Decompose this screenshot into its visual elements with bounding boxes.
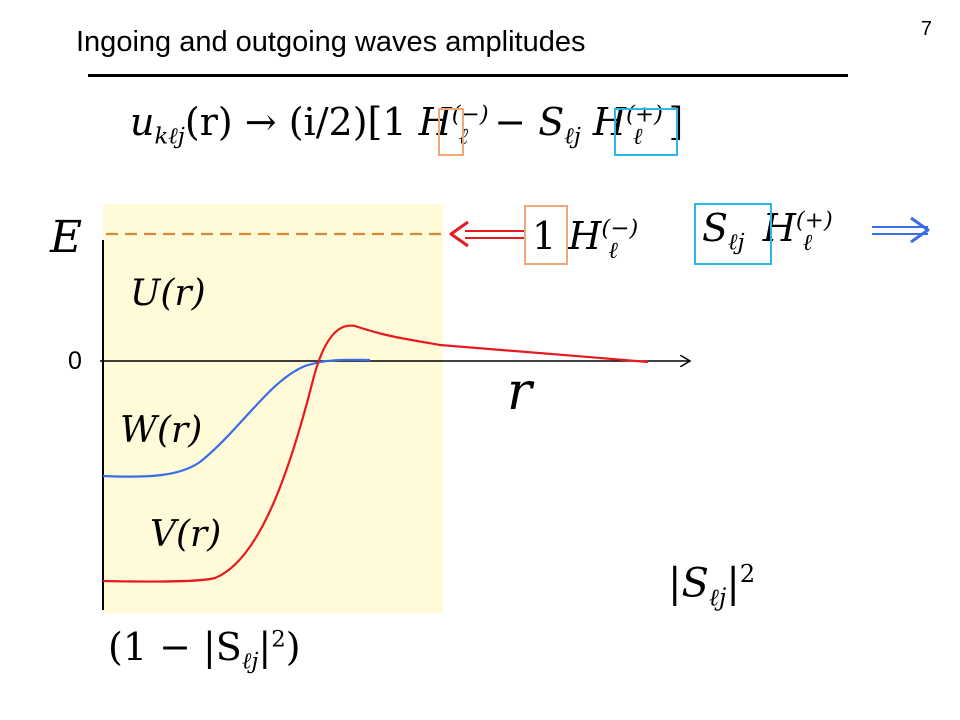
- absorption-close: ): [285, 625, 301, 669]
- incoming-wave-coefficient: 1: [532, 214, 557, 258]
- absorption-modulus-close: |: [258, 625, 272, 669]
- minus-sign: −: [494, 100, 527, 144]
- incoming-coefficient: 1: [382, 100, 407, 144]
- modulus-close: |: [726, 560, 740, 607]
- incoming-wave-box: [524, 205, 568, 265]
- absorption-square: 2: [271, 626, 286, 653]
- outgoing-wave-label: Sℓj H(+)ℓ: [702, 206, 833, 256]
- hankel-plus-sub: ℓ: [632, 123, 643, 150]
- modulus-subscript: ℓj: [708, 583, 727, 612]
- v-potential-label: V(r): [150, 514, 222, 555]
- modulus-square: 2: [739, 560, 756, 588]
- u-potential-curve: [102, 324, 649, 583]
- main-equation: ukℓj(r) → (i/2)[1 H(−)ℓ − Sℓj H(+)ℓ ]: [130, 100, 683, 150]
- s-matrix-symbol: S: [538, 100, 565, 144]
- s-matrix-modulus-squared: |Sℓj|2: [668, 560, 755, 612]
- outgoing-wave-arrow: [872, 216, 930, 244]
- incoming-coefficient-box: [438, 108, 464, 156]
- w-potential-label: W(r): [120, 410, 203, 451]
- slide-number: 7: [920, 18, 932, 40]
- incoming-wave-arrow: [449, 220, 525, 248]
- incoming-hankel-sub: ℓ: [608, 237, 618, 264]
- absorption-probability: (1 − |Sℓj|2): [108, 625, 301, 675]
- prefactor: (i/2)[: [288, 100, 383, 144]
- outgoing-hankel: H: [762, 206, 796, 250]
- absorption-subscript: ℓj: [241, 648, 259, 675]
- r-axis-label: r: [507, 362, 532, 422]
- incoming-hankel: H: [568, 214, 602, 258]
- outgoing-s-subscript: ℓj: [728, 229, 745, 256]
- s-matrix-box: [614, 108, 678, 156]
- hankel-plus-sup: (+): [626, 101, 663, 128]
- hankel-minus: H: [418, 100, 452, 144]
- u-potential-label: U(r): [130, 273, 206, 314]
- absorption-open: (1 − |S: [108, 625, 242, 669]
- interaction-region: [103, 204, 443, 614]
- closing-bracket: ]: [668, 100, 684, 144]
- hankel-minus-sup: (−): [451, 101, 489, 128]
- u-subscript: kℓj: [154, 123, 185, 150]
- limit-arrow: →: [244, 100, 277, 144]
- outgoing-hankel-sub: ℓ: [802, 229, 813, 256]
- outgoing-wave-box: [694, 203, 772, 265]
- u-symbol: u: [130, 100, 155, 144]
- hankel-plus: H: [592, 100, 627, 144]
- outgoing-s-symbol: S: [702, 206, 729, 250]
- title-underline: [88, 74, 848, 77]
- u-argument: (r): [184, 100, 233, 144]
- s-matrix-subscript: ℓj: [564, 123, 581, 150]
- slide-title: Ingoing and outgoing waves amplitudes: [76, 26, 586, 58]
- outgoing-hankel-sup: (+): [795, 207, 833, 234]
- incoming-hankel-sup: (−): [601, 215, 639, 242]
- zero-label: 0: [68, 347, 82, 375]
- energy-label: E: [50, 212, 83, 263]
- w-potential-curve: [102, 358, 371, 478]
- incoming-wave-label: 1 H(−)ℓ: [532, 214, 638, 264]
- modulus-open: |S: [668, 560, 709, 607]
